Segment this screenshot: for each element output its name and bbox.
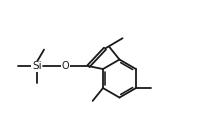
Text: O: O — [62, 61, 70, 71]
Text: Si: Si — [32, 61, 42, 71]
